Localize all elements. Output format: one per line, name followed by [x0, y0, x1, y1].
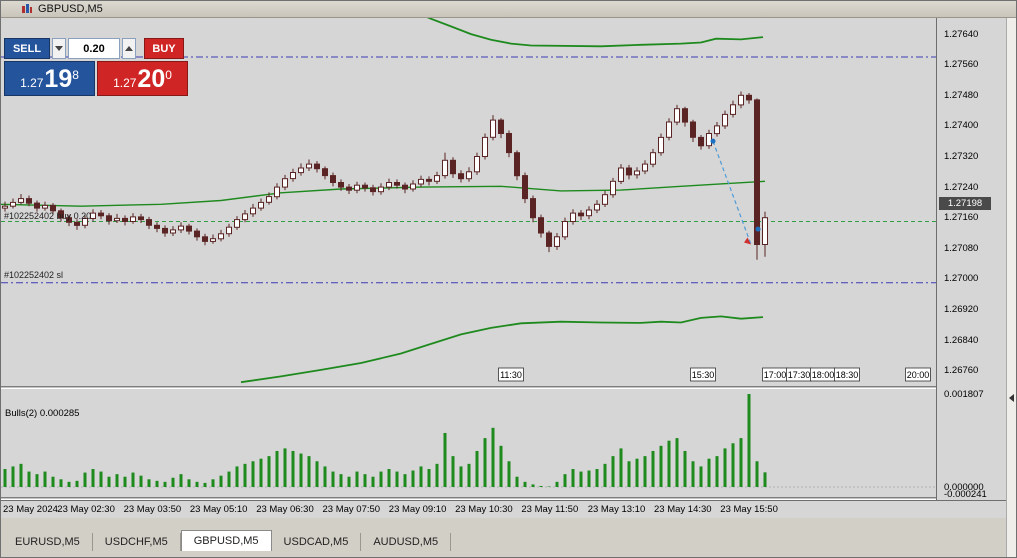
svg-text:18:30: 18:30 [836, 370, 859, 380]
session-marker: 17:00 [762, 367, 788, 382]
symbol-tab-usdchf[interactable]: USDCHF,M5 [92, 533, 181, 551]
price-tick: 1.27000 [944, 273, 979, 285]
main-chart[interactable]: 11:30 15:30 17:00 17:30 18:00 18:30 20:00 [1, 18, 936, 386]
svg-text:17:30: 17:30 [788, 370, 811, 380]
session-marker: 17:30 [786, 367, 812, 382]
session-marker: 18:00 [810, 367, 836, 382]
time-axis-label: 23 May 11:50 [521, 504, 579, 515]
buy-button[interactable]: BUY [144, 38, 184, 59]
time-axis-label: 23 May 03:50 [123, 504, 182, 515]
price-tick: 1.27240 [944, 181, 979, 193]
symbol-tab-usdcad[interactable]: USDCAD,M5 [271, 533, 362, 551]
symbol-tab-eurusd[interactable]: EURUSD,M5 [3, 533, 93, 551]
sell-price-display[interactable]: 1.27 19 8 [4, 61, 95, 96]
window-title: GBPUSD,M5 [38, 3, 103, 15]
price-tick: 1.27640 [944, 28, 979, 40]
svg-text:20:00: 20:00 [907, 370, 930, 380]
session-marker: 18:30 [834, 367, 860, 382]
chart-area: 11:30 15:30 17:00 17:30 18:00 18:30 20:00 1.27… [1, 18, 1008, 500]
symbol-tab-gbpusd[interactable]: GBPUSD,M5 [180, 530, 272, 551]
buy-price-display[interactable]: 1.27 20 0 [97, 61, 188, 96]
right-scroll-strip[interactable] [1006, 18, 1016, 557]
price-tick: 1.27160 [944, 212, 979, 224]
time-axis-label: 23 May 09:10 [388, 504, 447, 515]
price-tick: 1.27400 [944, 120, 979, 132]
time-axis-label: 23 May 2024 [3, 504, 58, 515]
svg-text:18:00: 18:00 [812, 370, 835, 380]
triangle-down-icon [55, 46, 63, 51]
time-axis[interactable]: 23 May 2024 23 May 02:30 23 May 03:50 23 Ma… [1, 500, 1016, 518]
price-axis[interactable]: 1.27198 1.27640 1.27560 1.27480 1.27400 1.27… [936, 18, 1008, 500]
lot-increase-button[interactable] [122, 38, 136, 59]
indicator-name-label: Bulls(2) 0.000285 [5, 408, 80, 419]
one-click-trading-panel: SELL BUY 1.27 19 8 1.27 20 0 [4, 38, 188, 96]
splitter-arrow-icon [1009, 394, 1014, 402]
session-marker: 11:30 [498, 367, 524, 382]
price-tick: 1.26840 [944, 334, 979, 346]
time-axis-label: 23 May 05:10 [189, 504, 248, 515]
time-axis-label: 23 May 15:50 [720, 504, 778, 515]
price-tick: 1.27080 [944, 242, 979, 254]
time-axis-label: 23 May 07:50 [322, 504, 381, 515]
time-axis-label: 23 May 14:30 [654, 504, 712, 515]
triangle-up-icon [125, 46, 133, 51]
symbol-tab-audusd[interactable]: AUDUSD,M5 [361, 533, 452, 551]
indicator-axis-label: -0.000241 [944, 489, 987, 500]
price-tick: 1.26760 [944, 365, 979, 377]
svg-text:11:30: 11:30 [500, 370, 522, 380]
svg-text:15:30: 15:30 [692, 370, 715, 380]
symbol-tab-bar: EURUSD,M5 USDCHF,M5 GBPUSD,M5 USDCAD,M5 AUDU… [3, 530, 452, 551]
indicator-axis-label: 0.000000 [944, 482, 984, 493]
pane-splitter[interactable] [1, 386, 1008, 389]
time-axis-label: 23 May 02:30 [57, 504, 115, 515]
session-marker: 15:30 [690, 367, 716, 382]
sell-button[interactable]: SELL [4, 38, 50, 59]
time-axis-label: 23 May 10:30 [455, 504, 513, 515]
time-axis-label: 23 May 06:30 [256, 504, 314, 515]
price-tick: 1.27560 [944, 59, 979, 71]
svg-text:17:00: 17:00 [764, 370, 787, 380]
session-marker: 20:00 [905, 367, 931, 382]
footer: EURUSD,M5 USDCHF,M5 GBPUSD,M5 USDCAD,M5 AUDU… [1, 518, 1016, 557]
pane-splitter-bottom[interactable] [1, 497, 1008, 500]
price-tick: 1.27320 [944, 150, 979, 162]
time-axis-label: 23 May 13:10 [587, 504, 646, 515]
price-tick: 1.26920 [944, 303, 979, 315]
bulls-power-pane[interactable] [1, 389, 936, 497]
position-open-label: #102252402 buy 0.20 [4, 210, 92, 221]
chart-icon [22, 4, 32, 13]
indicator-axis-label: 0.001807 [944, 389, 984, 400]
lot-decrease-button[interactable] [52, 38, 66, 59]
position-sl-label: #102252402 sl [4, 269, 64, 280]
bid-price-tag: 1.27198 [939, 196, 991, 210]
chart-window-titlebar[interactable]: GBPUSD,M5 [1, 1, 1016, 18]
lot-size-input[interactable] [68, 38, 120, 59]
price-tick: 1.27480 [944, 89, 979, 101]
